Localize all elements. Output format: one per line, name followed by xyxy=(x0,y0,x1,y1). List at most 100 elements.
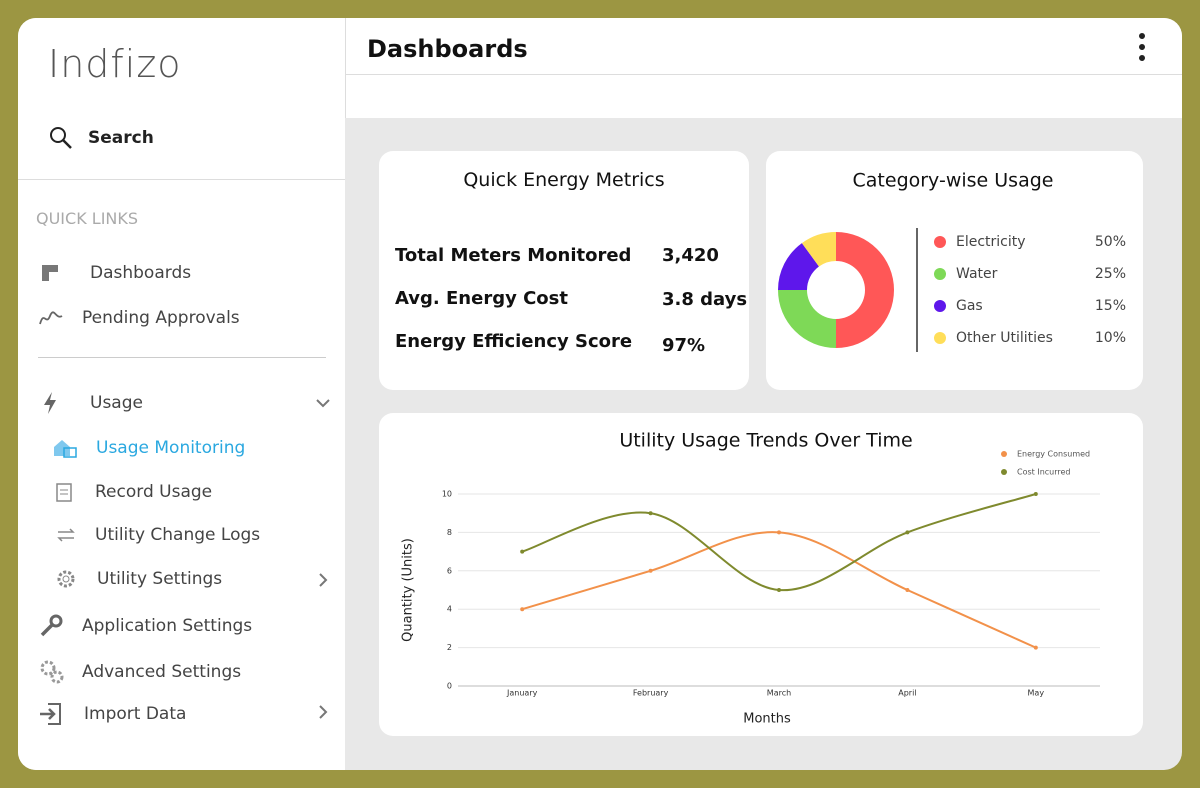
legend-swatch xyxy=(934,300,946,312)
value-label: 25% xyxy=(1095,266,1126,282)
nav-label: Usage Monitoring xyxy=(96,438,246,458)
legend-label: Other Utilities xyxy=(956,330,1053,346)
nav-label: Usage xyxy=(90,393,143,413)
y-tick-label: 0 xyxy=(447,682,452,691)
nav-item[interactable]: Record Usage xyxy=(55,481,212,503)
legend-label: Water xyxy=(956,266,998,282)
icon xyxy=(42,265,58,281)
icon xyxy=(54,440,77,458)
point xyxy=(905,530,910,535)
nav-item-active[interactable]: Usage Monitoring xyxy=(52,437,245,459)
value-label: 10% xyxy=(1095,330,1126,346)
metric-value: 3,420 xyxy=(662,245,719,266)
chevron-right[interactable] xyxy=(315,704,331,720)
y-tick-label: 4 xyxy=(447,605,452,614)
y-tick-label: 2 xyxy=(447,643,452,652)
sidebar: Indfizo Search QUICK LINKS Dashboards Pe… xyxy=(18,18,345,770)
metric-label: Avg. Energy Cost xyxy=(395,288,568,309)
nav-item[interactable]: Import Data xyxy=(38,701,186,727)
y-axis-label: Quantity (Units) xyxy=(401,538,416,642)
legend-label: Cost Incurred xyxy=(1017,468,1071,477)
point xyxy=(1033,492,1038,496)
nav-label: Advanced Settings xyxy=(82,662,242,682)
category-card xyxy=(766,151,1143,390)
series-line xyxy=(521,493,1037,592)
nav-item[interactable]: Dashboards xyxy=(40,263,191,283)
search-label: Search xyxy=(88,128,154,148)
nav-label: Dashboards xyxy=(90,263,192,283)
nav-label: Import Data xyxy=(84,704,187,724)
y-tick-label: 6 xyxy=(447,566,452,575)
metric-value: 97% xyxy=(662,335,706,356)
nav-label: Application Settings xyxy=(82,616,253,636)
nav-item[interactable]: Advanced Settings xyxy=(38,658,241,686)
icon xyxy=(40,614,63,637)
header: Dashboards xyxy=(345,18,1182,118)
search[interactable]: Search xyxy=(48,125,154,151)
logo: Indfizo xyxy=(48,42,182,86)
nav-label: Utility Settings xyxy=(97,569,223,589)
page-title: Dashboards xyxy=(367,35,528,63)
nav-item[interactable]: Application Settings xyxy=(38,614,252,638)
x-tick-label: May xyxy=(1028,689,1045,698)
divider xyxy=(38,357,326,358)
trend-card xyxy=(379,413,1143,736)
point xyxy=(1033,645,1038,650)
donut-slice xyxy=(778,290,836,348)
nav-label: Record Usage xyxy=(95,482,213,502)
metric-label: Total Meters Monitored xyxy=(395,245,632,266)
chevron-down[interactable] xyxy=(315,395,331,411)
donut-slice xyxy=(801,232,836,267)
icon xyxy=(57,528,75,542)
value-label: 15% xyxy=(1095,298,1126,314)
nav-label: Pending Approvals xyxy=(82,308,240,328)
icon xyxy=(44,392,56,414)
donut-slice xyxy=(778,243,819,290)
y-tick-label: 10 xyxy=(442,490,452,499)
card-title: Quick Energy Metrics xyxy=(463,169,665,191)
chevron-right[interactable] xyxy=(315,572,331,588)
app-frame: Indfizo Search QUICK LINKS Dashboards Pe… xyxy=(18,18,1182,770)
icon xyxy=(57,570,75,588)
search-icon xyxy=(50,127,72,149)
y-tick-label: 8 xyxy=(447,528,452,537)
divider xyxy=(18,179,345,180)
point xyxy=(520,549,525,554)
nav-item[interactable]: Usage xyxy=(42,391,143,415)
chart-title: Utility Usage Trends Over Time xyxy=(619,430,912,452)
legend-swatch xyxy=(1001,469,1007,475)
legend-swatch xyxy=(934,268,946,280)
divider xyxy=(346,74,1182,75)
more-menu[interactable] xyxy=(1136,31,1148,65)
legend-swatch xyxy=(1001,451,1007,457)
icon xyxy=(56,483,72,502)
x-tick-label: April xyxy=(898,689,916,698)
point xyxy=(648,511,653,516)
legend-label: Electricity xyxy=(956,234,1026,250)
chart-title: Category-wise Usage xyxy=(853,170,1054,192)
metrics-card: Quick Energy Metrics Total Meters Monito… xyxy=(379,151,749,390)
nav-item[interactable]: Pending Approvals xyxy=(38,308,240,328)
metric-label: Energy Efficiency Score xyxy=(395,331,633,352)
point xyxy=(777,588,781,592)
section-heading: QUICK LINKS xyxy=(36,209,139,228)
value-label: 50% xyxy=(1095,234,1126,250)
nav-item[interactable]: Utility Settings xyxy=(55,568,222,590)
nav-item[interactable]: Utility Change Logs xyxy=(55,525,260,545)
icon xyxy=(40,703,61,725)
x-tick-label: January xyxy=(506,689,538,698)
donut-slice xyxy=(836,232,894,348)
legend-label: Gas xyxy=(956,298,983,314)
point xyxy=(905,588,910,592)
x-tick-label: February xyxy=(633,689,669,698)
nav-label: Utility Change Logs xyxy=(95,525,261,545)
metric-value: 3.8 days xyxy=(662,289,748,310)
legend-swatch xyxy=(934,332,946,344)
legend-label: Energy Consumed xyxy=(1017,450,1090,459)
x-axis-label: Months xyxy=(743,712,791,727)
point xyxy=(648,568,653,573)
point xyxy=(777,530,781,535)
x-tick-label: March xyxy=(767,689,791,698)
